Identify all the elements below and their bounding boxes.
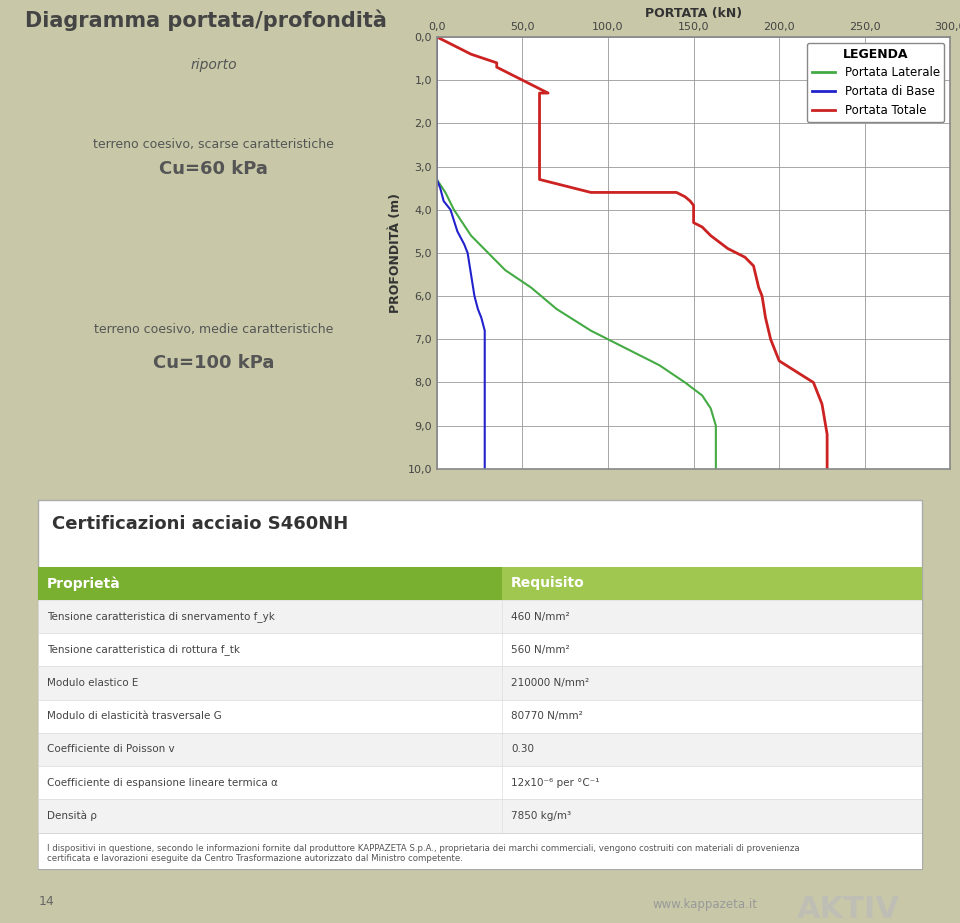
Text: Coefficiente di Poisson v: Coefficiente di Poisson v bbox=[47, 745, 175, 754]
Text: 80770 N/mm²: 80770 N/mm² bbox=[511, 712, 583, 721]
Text: Cu=60 kPa: Cu=60 kPa bbox=[159, 160, 268, 177]
Y-axis label: PROFONDITÀ (m): PROFONDITÀ (m) bbox=[389, 193, 402, 313]
Text: Densità ρ: Densità ρ bbox=[47, 810, 97, 821]
Text: Tensione caratteristica di rottura f_tk: Tensione caratteristica di rottura f_tk bbox=[47, 644, 240, 655]
Text: Modulo di elasticità trasversale G: Modulo di elasticità trasversale G bbox=[47, 712, 222, 721]
FancyBboxPatch shape bbox=[38, 633, 922, 666]
FancyBboxPatch shape bbox=[38, 799, 922, 833]
Text: Diagramma portata/profondità: Diagramma portata/profondità bbox=[26, 9, 387, 30]
Text: terreno coesivo, scarse caratteristiche: terreno coesivo, scarse caratteristiche bbox=[93, 138, 334, 150]
FancyBboxPatch shape bbox=[38, 666, 922, 700]
FancyBboxPatch shape bbox=[38, 733, 922, 766]
Text: terreno coesivo, medie caratteristiche: terreno coesivo, medie caratteristiche bbox=[94, 323, 333, 337]
Text: 14: 14 bbox=[38, 894, 54, 907]
FancyBboxPatch shape bbox=[502, 567, 922, 600]
Text: 0.30: 0.30 bbox=[511, 745, 534, 754]
FancyBboxPatch shape bbox=[38, 500, 922, 869]
Text: 12x10⁻⁶ per °C⁻¹: 12x10⁻⁶ per °C⁻¹ bbox=[511, 778, 599, 787]
Text: 7850 kg/m³: 7850 kg/m³ bbox=[511, 811, 571, 821]
Text: Tensione caratteristica di snervamento f_yk: Tensione caratteristica di snervamento f… bbox=[47, 611, 276, 622]
Text: Modulo elastico E: Modulo elastico E bbox=[47, 678, 138, 688]
FancyBboxPatch shape bbox=[38, 600, 922, 633]
Text: Cu=100 kPa: Cu=100 kPa bbox=[153, 354, 275, 372]
FancyBboxPatch shape bbox=[38, 766, 922, 799]
Text: AKTIV: AKTIV bbox=[797, 895, 900, 923]
Text: I dispositivi in questione, secondo le informazioni fornite dal produttore KAPPA: I dispositivi in questione, secondo le i… bbox=[47, 844, 800, 863]
Text: 460 N/mm²: 460 N/mm² bbox=[511, 612, 569, 621]
Text: 210000 N/mm²: 210000 N/mm² bbox=[511, 678, 589, 688]
FancyBboxPatch shape bbox=[38, 833, 922, 884]
Text: 560 N/mm²: 560 N/mm² bbox=[511, 645, 569, 654]
Text: www.kappazeta.it: www.kappazeta.it bbox=[653, 898, 757, 911]
Text: riporto: riporto bbox=[190, 58, 237, 72]
FancyBboxPatch shape bbox=[38, 567, 502, 600]
Text: Coefficiente di espansione lineare termica α: Coefficiente di espansione lineare termi… bbox=[47, 778, 278, 787]
Text: Certificazioni acciaio S460NH: Certificazioni acciaio S460NH bbox=[52, 515, 348, 533]
FancyBboxPatch shape bbox=[38, 700, 922, 733]
Text: Proprietà: Proprietà bbox=[47, 576, 121, 591]
Text: Requisito: Requisito bbox=[511, 576, 585, 591]
Legend: Portata Laterale, Portata di Base, Portata Totale: Portata Laterale, Portata di Base, Porta… bbox=[806, 42, 945, 122]
X-axis label: PORTATA (kN): PORTATA (kN) bbox=[645, 6, 742, 19]
